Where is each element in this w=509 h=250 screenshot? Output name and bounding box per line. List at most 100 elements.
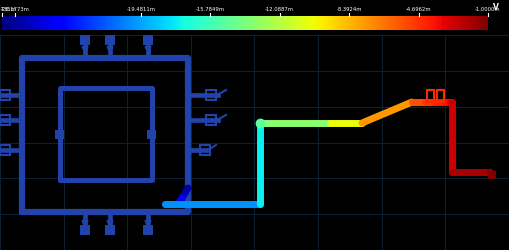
Bar (414, 16, 415, 30)
Bar (31, 16, 32, 30)
Bar (84, 16, 86, 30)
Bar (432, 16, 433, 30)
Bar (273, 16, 275, 30)
Bar (56, 16, 58, 30)
Text: -4.6962m: -4.6962m (406, 7, 432, 12)
Bar (326, 16, 327, 30)
Bar (109, 16, 110, 30)
Bar (330, 16, 332, 30)
Bar (57, 16, 59, 30)
Bar (347, 16, 348, 30)
Bar (17, 16, 18, 30)
Bar (51, 16, 52, 30)
Bar (33, 16, 34, 30)
Bar (247, 16, 248, 30)
Bar (234, 16, 235, 30)
Bar (307, 16, 309, 30)
Bar (182, 16, 184, 30)
Bar (20, 16, 21, 30)
Bar (436, 16, 437, 30)
Bar (334, 16, 335, 30)
Bar (487, 16, 488, 30)
Bar (181, 16, 183, 30)
Bar (453, 16, 454, 30)
Bar (416, 16, 417, 30)
Bar (281, 16, 282, 30)
Bar (237, 16, 239, 30)
Bar (140, 16, 142, 30)
Bar (191, 16, 192, 30)
Bar (434, 16, 435, 30)
Bar (46, 16, 47, 30)
Bar (146, 16, 147, 30)
Bar (425, 16, 426, 30)
Bar (160, 16, 162, 30)
Bar (378, 16, 379, 30)
Bar (95, 16, 96, 30)
Bar (301, 16, 302, 30)
Bar (477, 16, 479, 30)
Bar (102, 16, 103, 30)
Bar (396, 16, 397, 30)
Bar (26, 16, 27, 30)
Bar (283, 16, 284, 30)
Bar (249, 16, 250, 30)
Text: -19.4811m: -19.4811m (126, 7, 155, 12)
Bar (238, 16, 240, 30)
Bar (48, 16, 50, 30)
Bar (239, 16, 241, 30)
Bar (422, 16, 424, 30)
Bar (332, 16, 333, 30)
Bar (92, 16, 94, 30)
Bar (466, 16, 467, 30)
Bar (90, 16, 92, 30)
Bar (81, 16, 82, 30)
Bar (147, 16, 149, 30)
Bar (366, 16, 367, 30)
Bar (361, 16, 362, 30)
Bar (324, 16, 325, 30)
Bar (6, 16, 7, 30)
Bar (148, 130, 156, 138)
Bar (114, 16, 115, 30)
Bar (93, 16, 94, 30)
Bar (405, 16, 407, 30)
Bar (190, 16, 191, 30)
Bar (483, 16, 484, 30)
Bar (201, 16, 202, 30)
Bar (73, 16, 74, 30)
Bar (166, 16, 167, 30)
Bar (242, 16, 243, 30)
Bar (235, 16, 236, 30)
Bar (456, 16, 457, 30)
Bar (80, 16, 81, 30)
Bar (392, 16, 393, 30)
Bar (219, 16, 220, 30)
Bar (403, 16, 404, 30)
Bar (469, 16, 470, 30)
Bar (101, 16, 102, 30)
Bar (10, 16, 11, 30)
Bar (471, 16, 472, 30)
Bar (271, 16, 272, 30)
Bar (318, 16, 319, 30)
Bar (331, 16, 332, 30)
Bar (244, 16, 245, 30)
Bar (410, 16, 411, 30)
Bar (199, 16, 200, 30)
Bar (88, 16, 89, 30)
Bar (467, 16, 468, 30)
Bar (272, 16, 273, 30)
Bar (144, 16, 145, 30)
Bar (128, 16, 129, 30)
Bar (75, 16, 76, 30)
Bar (127, 16, 129, 30)
Bar (427, 16, 429, 30)
Bar (476, 16, 478, 30)
Bar (440, 16, 442, 30)
Bar (381, 16, 382, 30)
Bar (484, 16, 486, 30)
Bar (89, 16, 90, 30)
Bar (185, 16, 186, 30)
Bar (473, 16, 474, 30)
